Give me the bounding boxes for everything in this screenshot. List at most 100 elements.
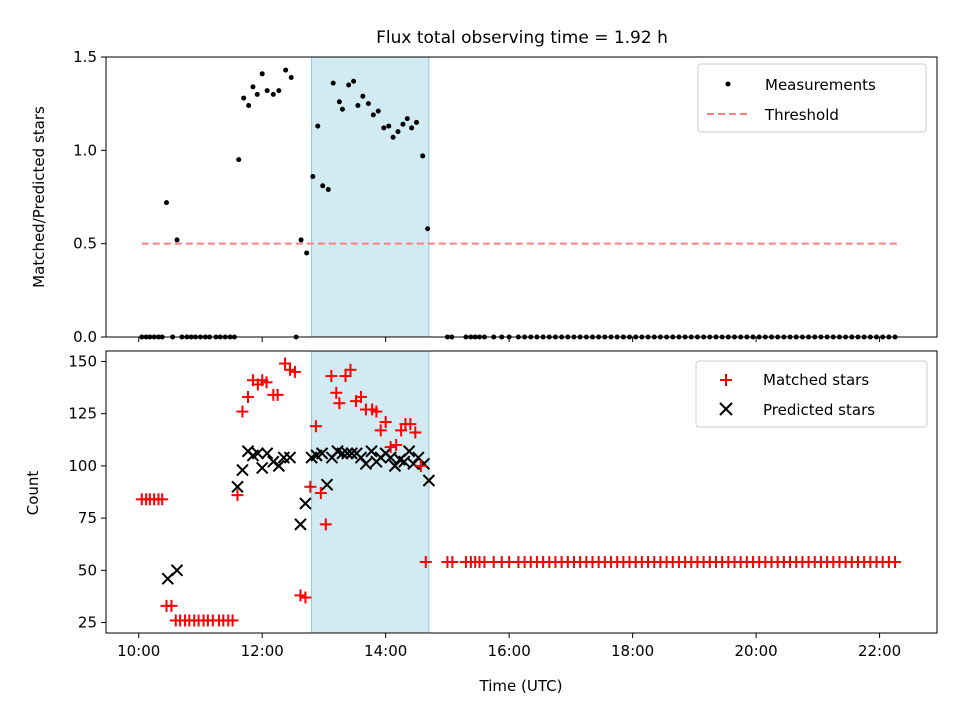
predicted-point <box>170 564 184 577</box>
predicted-point <box>341 447 354 460</box>
bottom-ytick-label: 25 <box>78 614 97 632</box>
matched-point <box>319 518 332 531</box>
measurement-point <box>370 112 376 118</box>
measurement-point <box>414 119 420 125</box>
measurement-point <box>375 108 381 114</box>
matched-point <box>330 386 343 399</box>
measurement-point <box>339 106 345 112</box>
measurement-point <box>425 226 431 232</box>
matched-point <box>314 487 327 500</box>
predicted-point <box>384 451 397 464</box>
top-panel: 0.0 0.5 1.0 1.5 Matched/Predicted stars Mea… <box>30 48 938 346</box>
top-plot-frame <box>105 56 938 338</box>
measurement-point <box>409 125 415 131</box>
top-legend: Measurements Threshold <box>697 63 927 133</box>
predicted-point <box>294 518 307 531</box>
top-y-axis-label: Matched/Predicted stars <box>30 106 48 288</box>
top-ytick-label: 1.0 <box>73 141 97 159</box>
measurement-point <box>315 123 321 129</box>
predicted-point <box>397 455 411 468</box>
matched-point <box>271 388 284 401</box>
bottom-xtick-label: 16:00 <box>488 642 531 660</box>
predicted-point <box>299 497 312 510</box>
predicted-point <box>255 461 269 475</box>
top-ytick-label: 0.5 <box>73 235 97 253</box>
measurement-point <box>241 95 247 101</box>
predicted-point <box>345 447 358 460</box>
matched-point <box>339 370 352 383</box>
matched-point <box>299 591 312 604</box>
predicted-point <box>320 478 334 491</box>
bottom-legend: Matched stars Predicted stars <box>695 360 928 428</box>
matched-point <box>260 376 273 389</box>
bottom-panel: 25 50 75 100 125 150 10:00 12:00 14:00 16:00 18:0… <box>24 350 938 695</box>
bottom-xtick-label: 14:00 <box>364 642 407 660</box>
legend-matched-marker <box>720 374 732 386</box>
measurement-point <box>270 91 276 97</box>
measurement-point <box>325 187 331 193</box>
predicted-point <box>283 451 297 464</box>
matched-point <box>889 555 902 568</box>
matched-point <box>231 489 244 502</box>
matched-point <box>379 416 392 429</box>
bottom-xtick-label: 20:00 <box>734 642 777 660</box>
top-legend-box <box>697 63 927 133</box>
legend-predicted-marker <box>719 402 733 416</box>
legend-threshold-label: Threshold <box>764 106 839 124</box>
measurement-point <box>330 80 336 86</box>
predicted-point <box>260 447 274 460</box>
measurement-point <box>250 84 256 90</box>
measurement-point <box>395 129 401 135</box>
bottom-y-axis-label: Count <box>24 471 42 516</box>
matched-point <box>288 365 301 378</box>
matched-point <box>165 599 178 612</box>
predicted-point <box>402 445 416 458</box>
predicted-point <box>365 445 378 458</box>
measurement-point <box>174 237 180 243</box>
measurement-point <box>381 125 387 131</box>
measurement-point <box>346 82 352 88</box>
measurement-point <box>164 200 170 206</box>
matched-point <box>404 418 417 431</box>
predicted-point <box>315 447 329 460</box>
matched-point <box>446 555 459 568</box>
measurement-point <box>390 134 396 140</box>
predicted-point <box>251 447 265 460</box>
matched-point <box>354 390 367 403</box>
predicted-point <box>236 463 249 477</box>
x-axis-label: Time (UTC) <box>479 677 563 695</box>
matched-point <box>390 439 403 451</box>
matched-point <box>226 614 239 627</box>
measurement-point <box>355 103 361 109</box>
measurement-point <box>365 101 371 107</box>
bottom-shaded-span <box>311 350 430 634</box>
top-ytick-label: 0.0 <box>73 328 97 346</box>
matched-points <box>135 357 902 627</box>
measurement-point <box>254 91 260 97</box>
measurement-point <box>404 116 410 122</box>
measurement-point <box>360 93 366 99</box>
predicted-point <box>359 457 373 471</box>
chart-title: Flux total observing time = 1.92 h <box>376 28 668 48</box>
top-ytick-group: 0.0 0.5 1.0 1.5 <box>73 48 106 346</box>
legend-measurements-marker <box>725 81 731 87</box>
matched-point <box>279 357 292 370</box>
bottom-plot-frame <box>105 350 938 634</box>
bottom-ytick-label: 150 <box>68 352 97 370</box>
matched-point <box>395 424 408 437</box>
bottom-ytick-label: 50 <box>78 561 97 579</box>
matched-point <box>370 405 383 418</box>
measurement-point <box>336 99 342 105</box>
measurement-point <box>400 121 406 127</box>
matched-point <box>333 397 346 410</box>
bottom-ytick-label: 100 <box>68 457 97 475</box>
predicted-point <box>231 480 244 493</box>
matched-point <box>309 420 322 433</box>
matched-point <box>241 390 254 403</box>
predicted-point <box>336 447 349 460</box>
matched-point <box>414 459 427 472</box>
bottom-xtick-label: 22:00 <box>858 642 901 660</box>
measurement-point <box>420 153 426 159</box>
matched-point <box>304 480 317 493</box>
bottom-ytick-group: 25 50 75 100 125 150 <box>68 352 106 632</box>
